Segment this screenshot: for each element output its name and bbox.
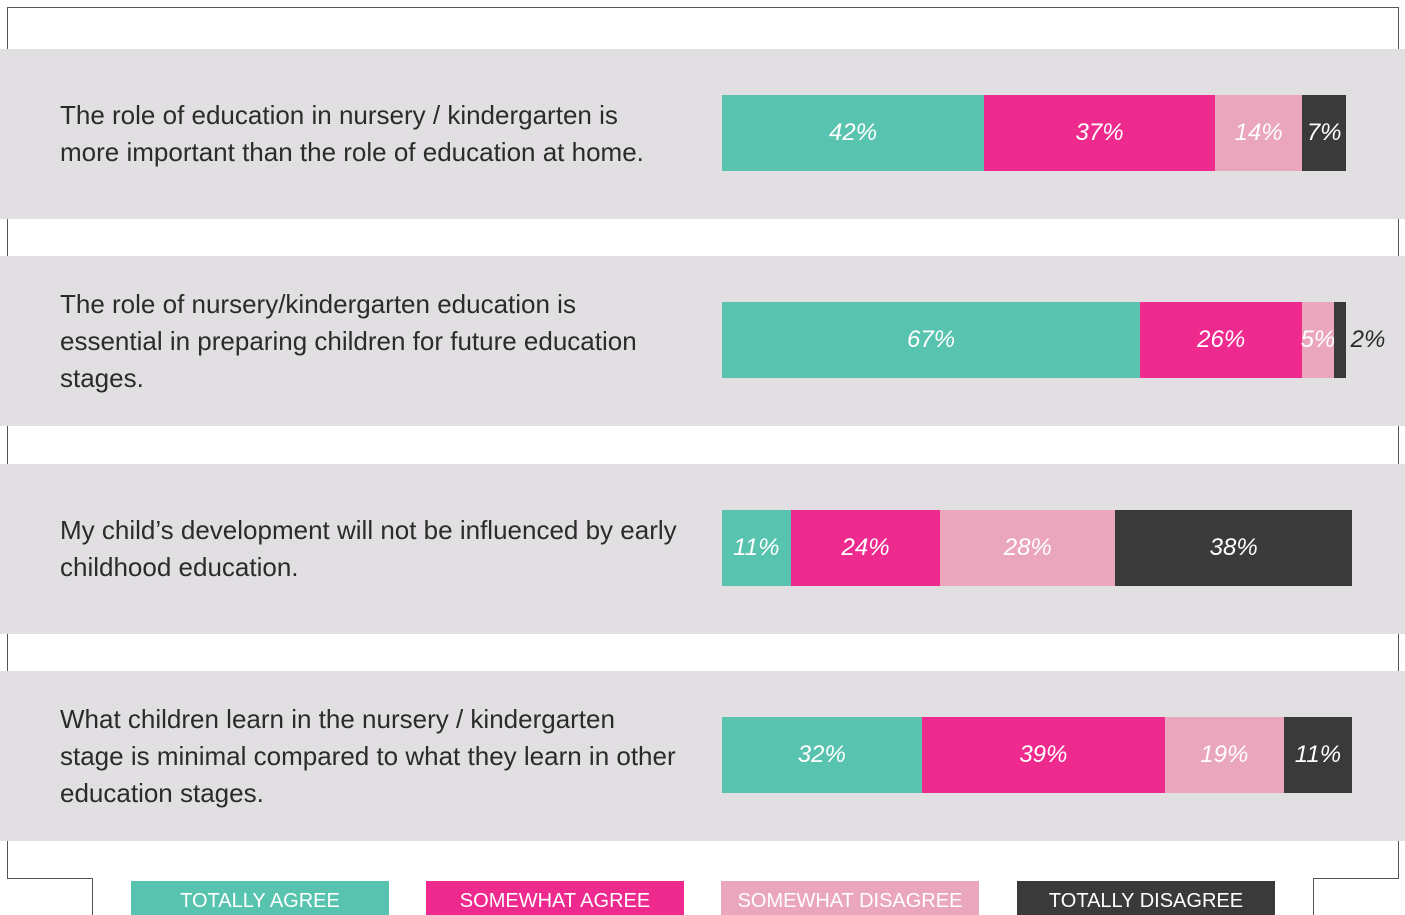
frame [92, 878, 93, 915]
value-label: 14% [1234, 119, 1283, 146]
bar-segment [1165, 717, 1284, 793]
bar-segment [1302, 95, 1346, 171]
legend-item: SOMEWHAT AGREE [426, 881, 684, 915]
value-label: 7% [1306, 119, 1342, 146]
value-label: 19% [1200, 741, 1249, 768]
value-label: 24% [841, 534, 890, 561]
value-label: 32% [797, 741, 846, 768]
bar-segment [984, 95, 1215, 171]
bar-segment [722, 717, 922, 793]
bar-segment [722, 302, 1141, 378]
value-label: 2% [1350, 326, 1386, 353]
legend-item: SOMEWHAT DISAGREE [721, 881, 979, 915]
bar-segment [1214, 95, 1303, 171]
value-label: 5% [1300, 326, 1336, 353]
bar-segment [1333, 302, 1346, 378]
bar-segment [722, 95, 985, 171]
bar-segment [790, 510, 941, 586]
frame [1313, 878, 1399, 879]
bar-segment [940, 510, 1116, 586]
value-label: 42% [829, 119, 878, 146]
frame [7, 7, 1399, 8]
value-label: 28% [1003, 534, 1052, 561]
frame [1313, 878, 1314, 915]
bar-segment [921, 717, 1166, 793]
bar-segment [1283, 717, 1353, 793]
frame [7, 7, 8, 879]
frame [1398, 7, 1399, 879]
value-label: 39% [1019, 741, 1068, 768]
value-label: 67% [907, 326, 956, 353]
value-label: 37% [1075, 119, 1124, 146]
frame [7, 878, 93, 879]
value-label: 38% [1209, 534, 1258, 561]
category-label: The role of education in nursery / kinde… [60, 100, 644, 167]
category-label: What children learn in the nursery / kin… [60, 703, 676, 808]
bar-segment [1115, 510, 1353, 586]
bar-segment [1302, 302, 1334, 378]
bar-segment [1140, 302, 1303, 378]
bar-segment [722, 510, 791, 586]
value-label: 11% [1294, 741, 1342, 768]
category-label: My child’s development will not be influ… [60, 515, 677, 582]
value-label: 26% [1197, 326, 1246, 353]
category-label: The role of nursery/kindergarten educati… [60, 288, 637, 393]
value-label: 11% [733, 534, 780, 561]
legend-item: TOTALLY AGREE [131, 881, 389, 915]
legend-item: TOTALLY DISAGREE [1017, 881, 1275, 915]
